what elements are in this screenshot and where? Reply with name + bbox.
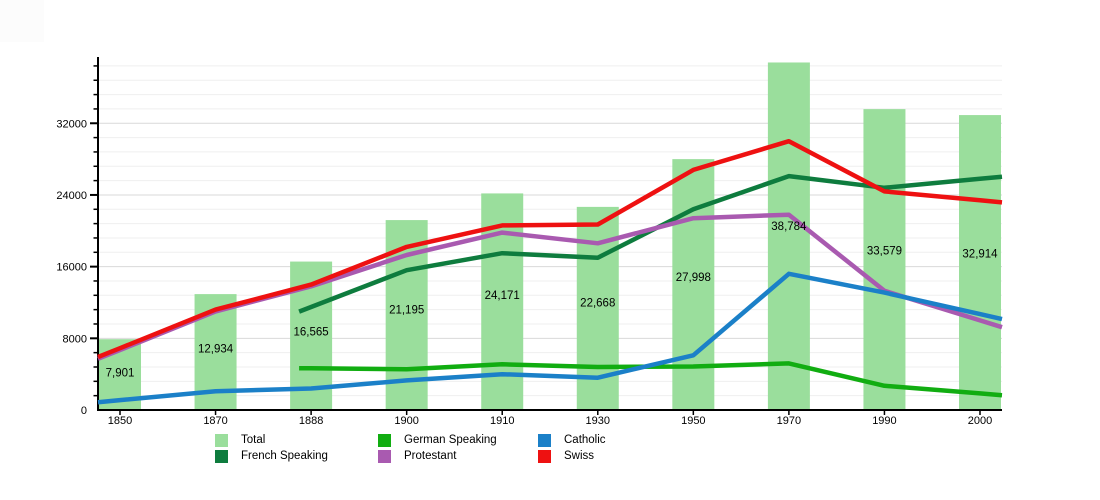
legend-item-total: Total (215, 432, 378, 448)
french-speaking-swatch (215, 449, 228, 463)
chart-text: 7,901 (106, 367, 135, 379)
chart-text: 27,998 (676, 272, 711, 284)
bar-total-1950 (672, 159, 715, 410)
chart-text: 1910 (490, 415, 514, 427)
protestant-swatch (378, 449, 391, 463)
chart-text: 16000 (56, 262, 87, 274)
total-swatch (215, 433, 228, 447)
chart-text: 1950 (681, 415, 705, 427)
chart-text: 21,195 (389, 304, 424, 316)
chart-text: 32,914 (962, 249, 998, 261)
legend-item-german-speaking: German Speaking (378, 432, 538, 448)
swiss-swatch (538, 449, 551, 463)
bar-total-1970 (767, 62, 810, 410)
catholic-swatch (538, 433, 551, 447)
chart-text: 24,171 (485, 290, 520, 302)
legend-label: Protestant (404, 449, 457, 462)
bar-value-labels: 7,901 12,934 16,565 21,195 24,171 22,668 27,99… (106, 221, 999, 380)
chart-text: 1930 (586, 415, 610, 427)
chart-text: 1870 (203, 415, 227, 427)
line-swiss (97, 138, 1003, 360)
legend-label: Swiss (564, 449, 595, 462)
chart-text: 1990 (872, 415, 896, 427)
corner-artifact (0, 0, 44, 42)
chart-legend: Total French Speaking German Speaking Pr… (215, 432, 606, 464)
chart-text: 1900 (394, 415, 418, 427)
legend-label: German Speaking (404, 433, 497, 446)
legend-item-swiss: Swiss (538, 448, 606, 464)
chart-text: 1850 (108, 415, 132, 427)
line-series (97, 138, 1003, 405)
chart-plot: 0 8000 16000 24000 32000 1850 1870 1888 1900 1910… (56, 57, 1003, 427)
chart-text: 1888 (299, 415, 323, 427)
legend-label: Catholic (564, 433, 606, 446)
legend-item-catholic: Catholic (538, 432, 606, 448)
chart-text: 38,784 (771, 221, 807, 233)
gridlines (98, 65, 1002, 397)
legend-item-protestant: Protestant (378, 448, 538, 464)
chart-text: 33,579 (867, 246, 902, 258)
axes: 0 8000 16000 24000 32000 1850 1870 1888 1900 1910… (56, 57, 1002, 427)
chart-text: 32000 (56, 118, 87, 130)
chart-text: 2000 (968, 415, 992, 427)
bar-total-1990 (863, 109, 906, 410)
chart-text: 24000 (56, 190, 87, 202)
bar-total-2000 (959, 115, 1001, 410)
chart-text: 0 (81, 405, 87, 417)
legend-label: French Speaking (241, 449, 328, 462)
line-french-speaking (298, 173, 1003, 314)
legend-item-french-speaking: French Speaking (215, 448, 378, 464)
chart-text: 1970 (777, 415, 801, 427)
chart-text: 12,934 (198, 344, 234, 356)
german-speaking-swatch (378, 433, 391, 447)
chart-text: 16,565 (294, 326, 329, 338)
legend-label: Total (241, 433, 266, 446)
line-catholic (97, 271, 1003, 405)
chart-text: 8000 (63, 333, 87, 345)
chart-text: 22,668 (580, 297, 615, 309)
